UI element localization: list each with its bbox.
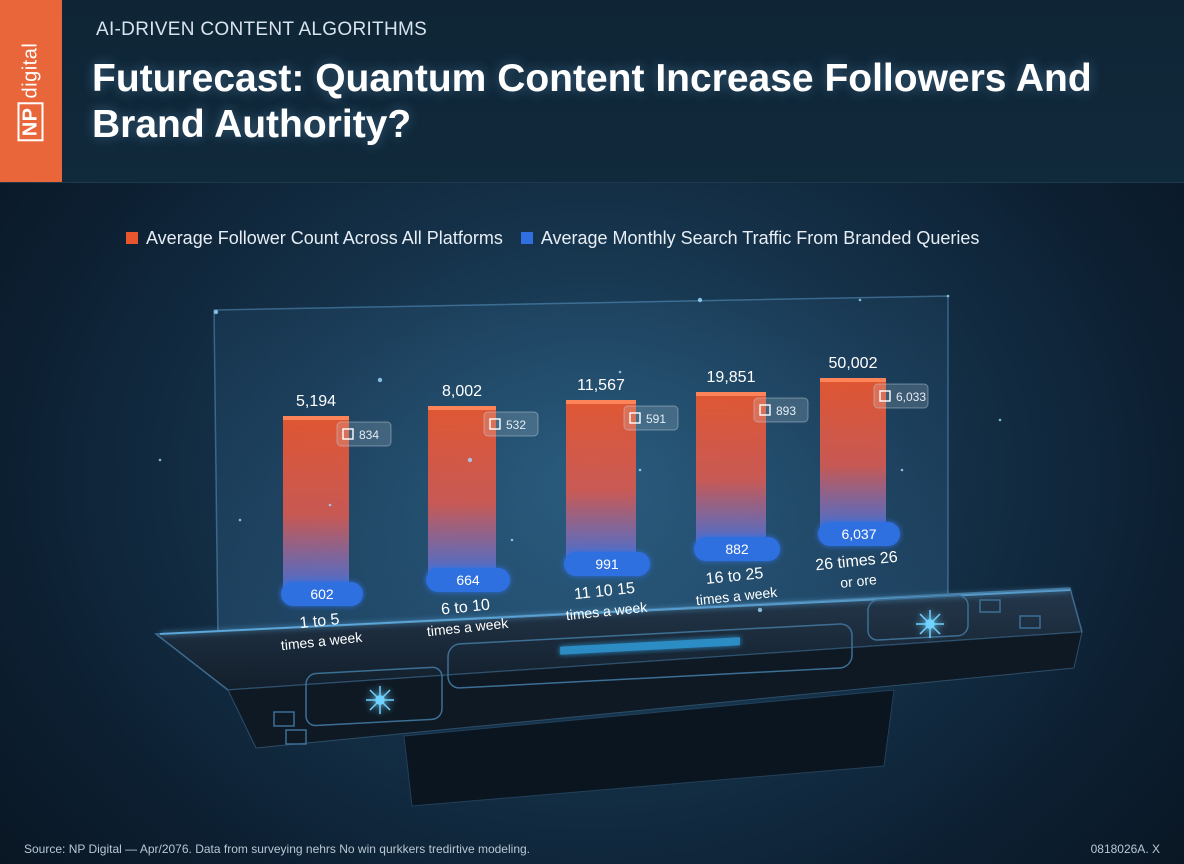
footer-code: 0818026A. X bbox=[1090, 842, 1160, 856]
legend-label-followers: Average Follower Count Across All Platfo… bbox=[146, 227, 503, 248]
footer-source: Source: NP Digital — Apr/2076. Data from… bbox=[24, 842, 530, 856]
sparkle-13 bbox=[998, 418, 1002, 422]
bar-search-traffic-4 bbox=[818, 522, 900, 546]
bar-followers-3 bbox=[696, 392, 766, 551]
bar-top-glow-1 bbox=[428, 406, 496, 410]
legend-swatch-search-traffic bbox=[520, 232, 533, 244]
sparkle-4 bbox=[510, 538, 514, 542]
bar-search-traffic-1 bbox=[426, 568, 510, 592]
bar-followers-1 bbox=[428, 406, 496, 582]
header-band bbox=[0, 0, 1184, 183]
category-label-2: 11 10 15 bbox=[573, 580, 636, 603]
console-pedestal bbox=[403, 689, 895, 807]
chart-legend: Average Follower Count Across All Platfo… bbox=[126, 226, 997, 250]
console-slot-left bbox=[305, 666, 443, 727]
side-tag-value-4: 6,033 bbox=[896, 390, 926, 404]
network-node-icon-left bbox=[366, 686, 394, 714]
category-label-1: 6 to 10 bbox=[440, 597, 491, 619]
followers-label-0: 5,194 bbox=[296, 393, 336, 410]
side-tag-value-1: 532 bbox=[506, 418, 526, 432]
lock-icon bbox=[342, 428, 354, 440]
console-slot-center bbox=[447, 623, 853, 689]
bar-followers-2 bbox=[566, 400, 636, 566]
legend-swatch-followers bbox=[126, 232, 138, 244]
shield-icon bbox=[879, 390, 891, 402]
sparkle-2 bbox=[328, 503, 332, 507]
console-key-2 bbox=[285, 729, 307, 745]
wrench-icon bbox=[489, 418, 501, 430]
bar-top-glow-3 bbox=[696, 392, 766, 396]
network-node-icon-right bbox=[916, 610, 944, 638]
sparkle-7 bbox=[900, 468, 904, 472]
sparkle-1 bbox=[946, 294, 950, 298]
side-tag-value-0: 834 bbox=[359, 428, 379, 442]
search-traffic-label-3: 882 bbox=[725, 541, 749, 557]
side-tag-1 bbox=[483, 411, 539, 437]
side-tag-value-3: 893 bbox=[776, 404, 796, 418]
sparkle-10 bbox=[858, 298, 862, 302]
followers-label-4: 50,002 bbox=[829, 355, 878, 372]
page-title: Futurecast: Quantum Content Increase Fol… bbox=[92, 57, 1092, 146]
console-key-1 bbox=[273, 711, 295, 727]
brand-logo: NPdigital bbox=[0, 0, 62, 182]
followers-label-3: 19,851 bbox=[707, 369, 756, 386]
category-label-0: 1 to 5 bbox=[299, 611, 341, 632]
sparkle-12 bbox=[697, 297, 703, 303]
bar-followers-0 bbox=[283, 416, 349, 596]
bar-top-glow-2 bbox=[566, 400, 636, 404]
bar-followers-4 bbox=[820, 378, 886, 536]
console-front bbox=[227, 631, 1083, 749]
console-equalizer bbox=[560, 637, 740, 655]
sparkle-0 bbox=[213, 309, 219, 315]
side-tag-2 bbox=[623, 405, 679, 431]
sparkle-6 bbox=[757, 607, 763, 613]
sparkle-3 bbox=[467, 457, 473, 463]
sparkle-14 bbox=[158, 458, 162, 462]
search-traffic-label-2: 991 bbox=[595, 556, 619, 572]
page-kicker: AI-DRIVEN CONTENT ALGORITHMS bbox=[96, 19, 428, 40]
side-tag-value-2: 591 bbox=[646, 412, 666, 426]
category-label-3: 16 to 25 bbox=[705, 565, 764, 588]
followers-label-2: 11,567 bbox=[577, 377, 625, 394]
legend-item-followers: Average Follower Count Across All Platfo… bbox=[126, 228, 503, 249]
bar-search-traffic-2 bbox=[564, 552, 650, 576]
console-key-3 bbox=[979, 599, 1001, 613]
side-tag-0 bbox=[336, 421, 392, 447]
sparkle-5 bbox=[638, 468, 642, 472]
search-traffic-label-1: 664 bbox=[456, 572, 480, 588]
legend-item-search-traffic: Average Monthly Search Traffic From Bran… bbox=[520, 227, 980, 249]
chart-icon bbox=[759, 404, 771, 416]
side-tag-4 bbox=[873, 383, 929, 409]
console-key-4 bbox=[1019, 615, 1041, 629]
followers-label-1: 8,002 bbox=[442, 383, 482, 400]
search-traffic-label-0: 602 bbox=[310, 586, 334, 602]
side-tag-3 bbox=[753, 397, 809, 423]
category-sublabel-4: or ore bbox=[839, 571, 877, 591]
legend-label-search-traffic: Average Monthly Search Traffic From Bran… bbox=[540, 227, 980, 248]
console-slot-right bbox=[867, 595, 969, 641]
search-traffic-label-4: 6,037 bbox=[841, 526, 876, 542]
bar-top-glow-4 bbox=[820, 378, 886, 382]
bar-search-traffic-3 bbox=[694, 537, 780, 561]
sparkle-11 bbox=[238, 518, 242, 522]
bars-icon bbox=[629, 412, 641, 424]
sparkle-8 bbox=[618, 370, 622, 374]
sparkle-9 bbox=[377, 377, 383, 383]
bar-top-glow-0 bbox=[283, 416, 349, 420]
bar-search-traffic-0 bbox=[281, 582, 363, 606]
